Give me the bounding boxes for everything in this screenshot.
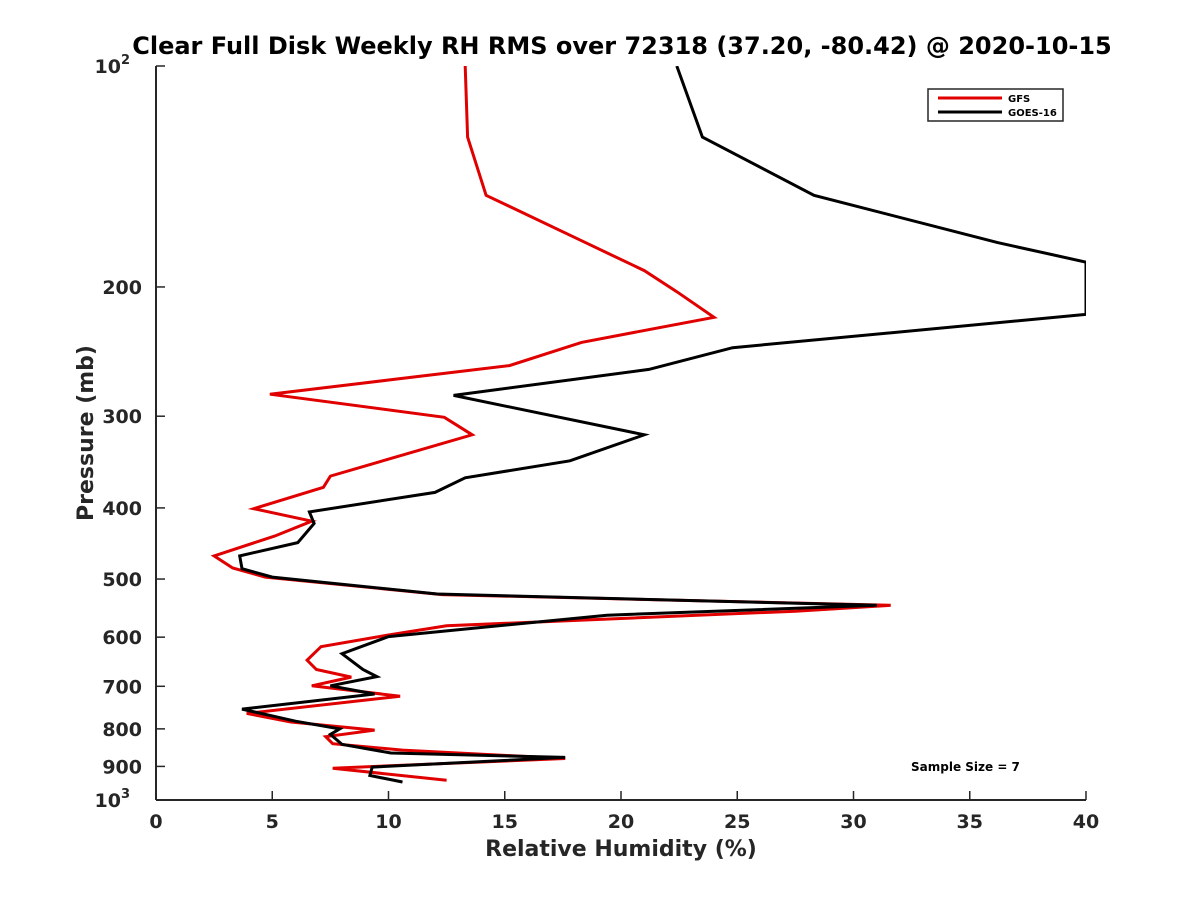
x-tick-label: 10 [375, 811, 401, 833]
y-tick-label: 400 [102, 498, 142, 520]
y-tick-label: 102 [95, 53, 131, 78]
chart-title: Clear Full Disk Weekly RH RMS over 72318… [132, 32, 1112, 60]
legend: GFS GOES-16 [927, 88, 1064, 122]
series-line-gfs [210, 66, 891, 782]
series-lines [210, 66, 1086, 784]
y-tick-label: 200 [102, 277, 142, 299]
y-tick-label: 600 [102, 627, 142, 649]
x-tick-label: 35 [957, 811, 983, 833]
y-tick-label: 800 [102, 719, 142, 741]
x-tick-label: 0 [149, 811, 162, 833]
x-tick-label: 15 [492, 811, 518, 833]
y-tick-label: 103 [95, 787, 131, 812]
x-tick-label: 5 [266, 811, 279, 833]
y-axis-ticks: 102 200 300 400 500 600 700 800 900 103 [95, 53, 165, 812]
y-axis-label: Pressure (mb) [74, 345, 99, 521]
x-tick-label: 40 [1073, 811, 1099, 833]
y-tick-label: 300 [102, 406, 142, 428]
x-tick-label: 25 [724, 811, 750, 833]
x-axis-label: Relative Humidity (%) [485, 837, 757, 862]
y-tick-label: 900 [102, 756, 142, 778]
y-tick-label: 700 [102, 676, 142, 698]
x-axis-ticks: 0 5 10 15 20 25 30 35 40 [149, 791, 1099, 833]
y-tick-label: 500 [102, 569, 142, 591]
x-tick-label: 30 [840, 811, 866, 833]
series-line-goes-16 [237, 66, 1086, 784]
plot-area [155, 66, 1086, 801]
legend-label: GFS [1008, 94, 1030, 105]
sample-size-annotation: Sample Size = 7 [911, 760, 1020, 774]
legend-box [927, 88, 1064, 122]
x-tick-label: 20 [608, 811, 634, 833]
legend-label: GOES-16 [1008, 108, 1057, 119]
